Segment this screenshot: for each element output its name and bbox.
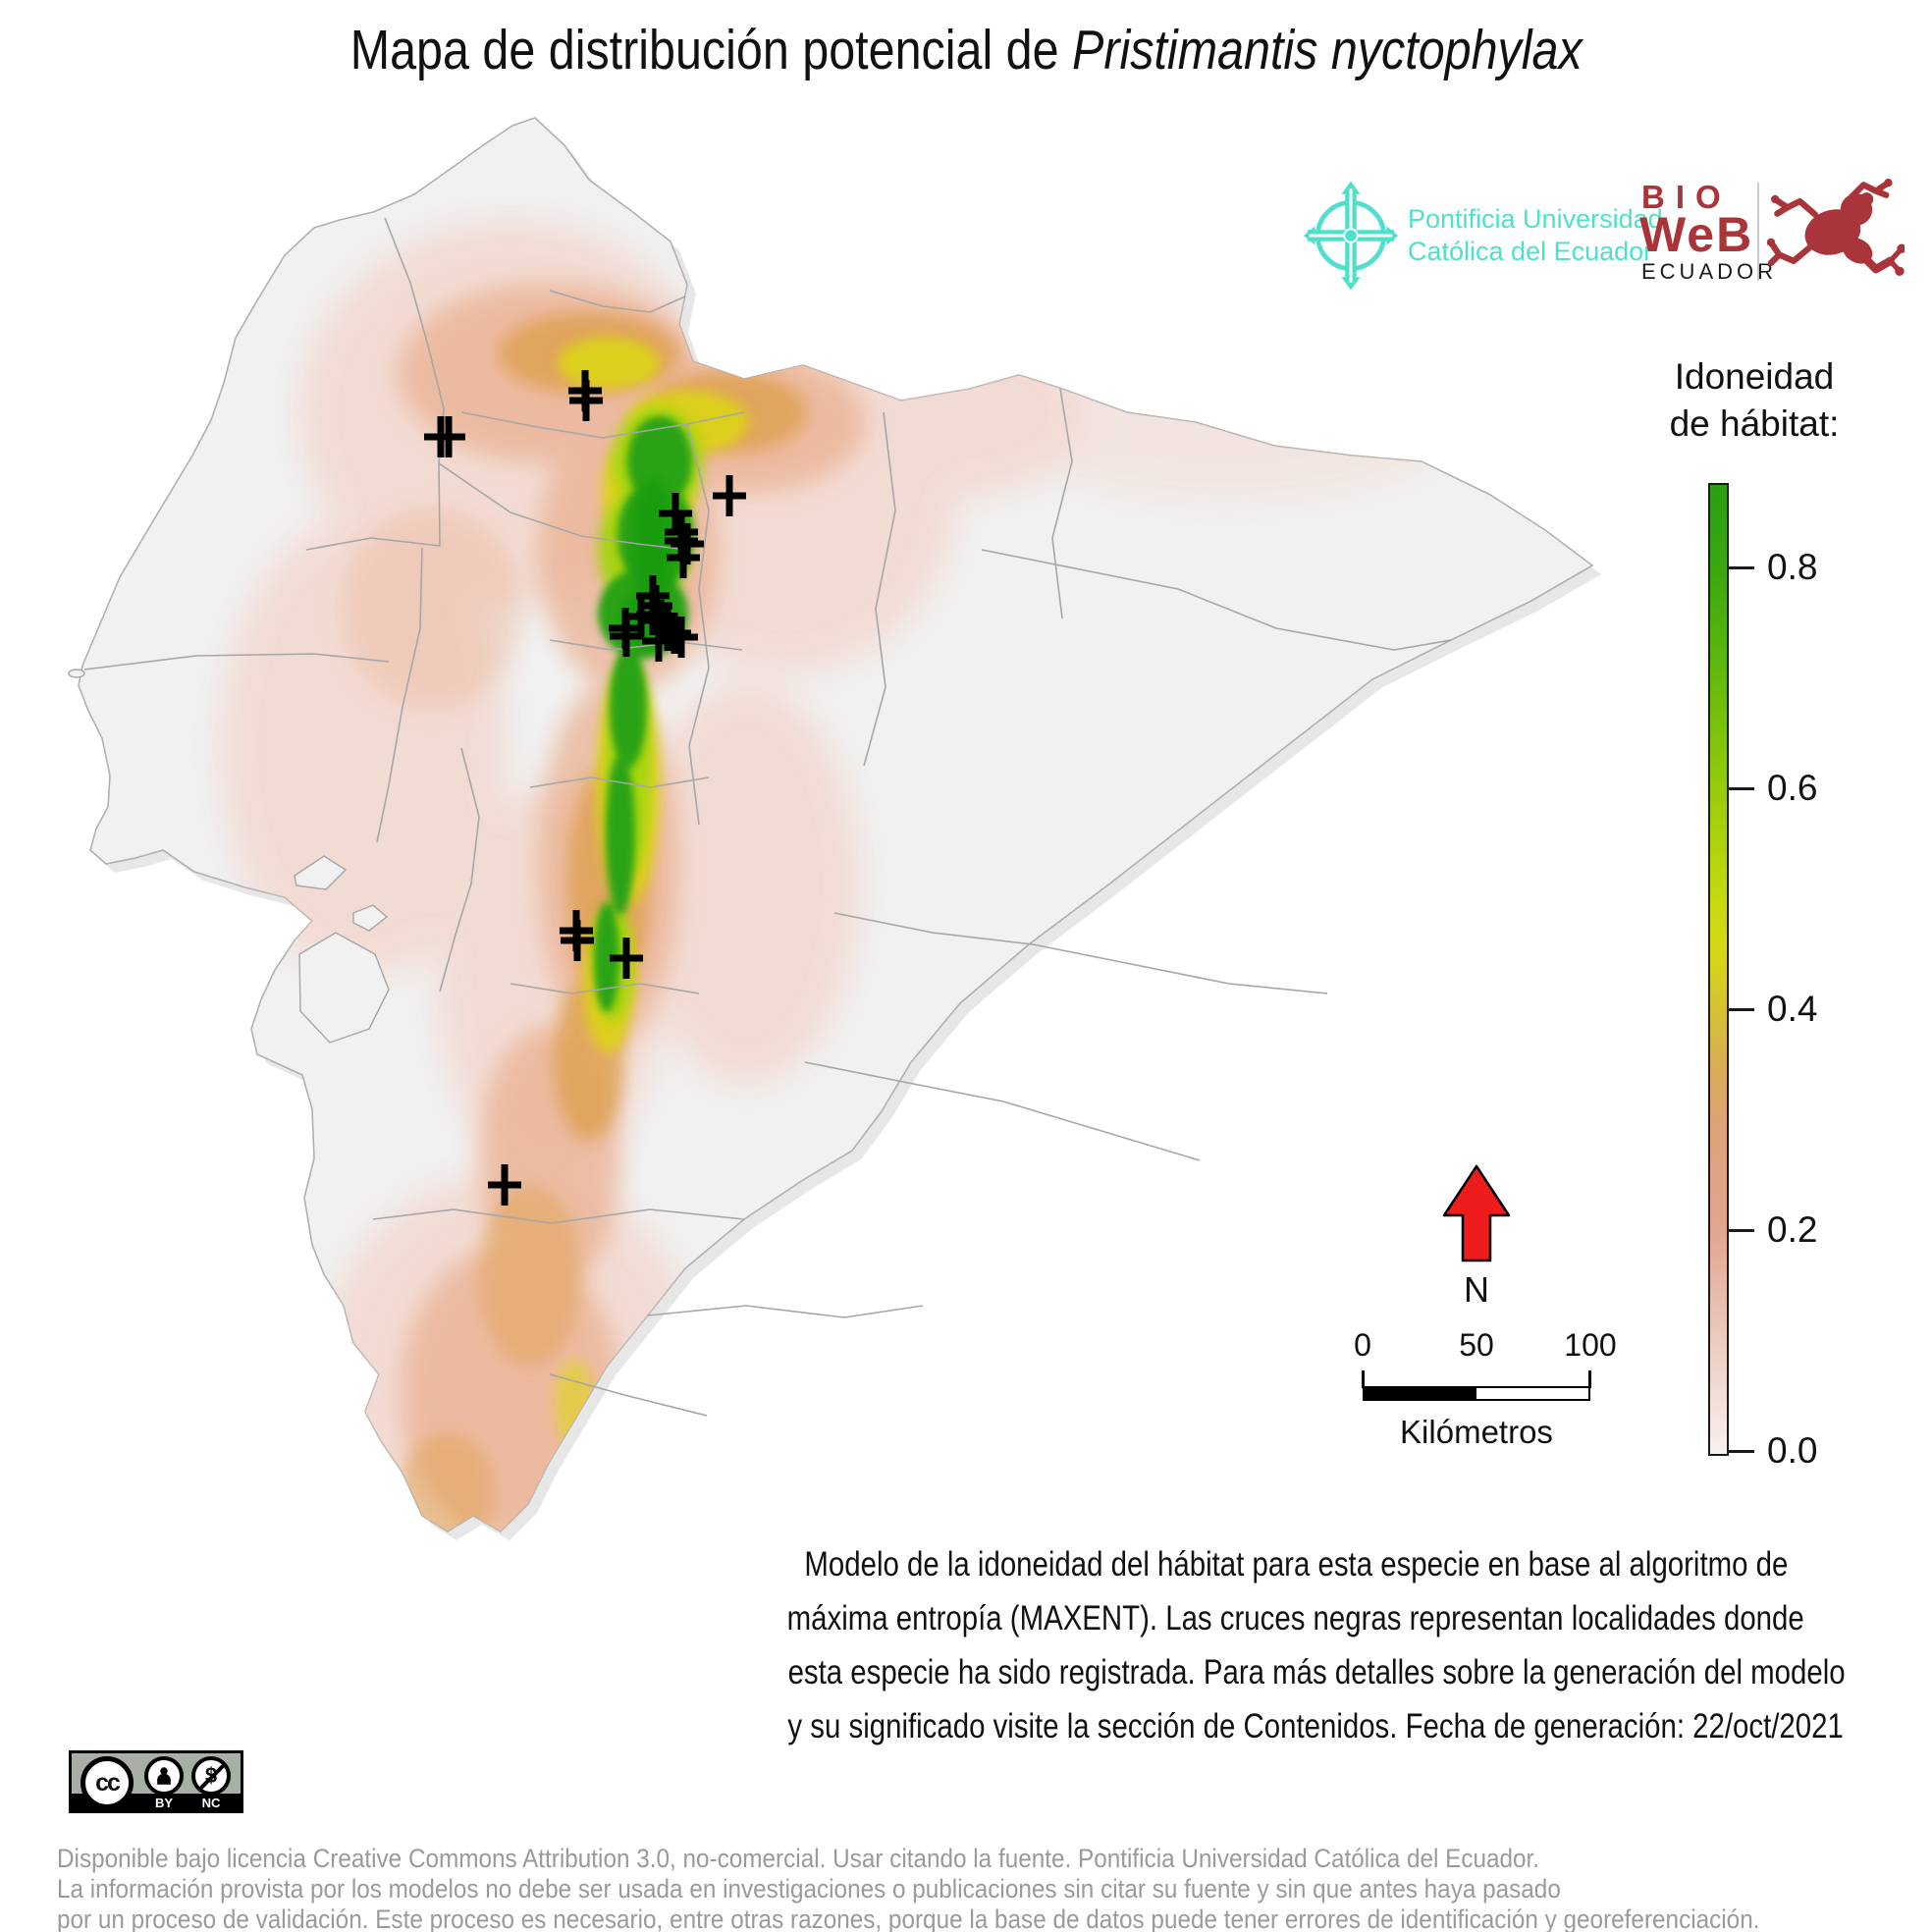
legend-tick-line [1729,787,1754,790]
province-borders [83,217,1452,1417]
scale-bar-track [1363,1386,1590,1401]
occurrence-cross [667,537,700,578]
legend-tick-label: 0.8 [1767,547,1818,587]
model-description: Modelo de la idoneidad del hábitat para … [687,1537,1905,1753]
puce-line2: Católica del Ecuador [1408,237,1653,266]
cc-icon: cc [80,1756,134,1809]
title-species-name: Pristimantis nyctophylax [1071,19,1583,81]
footer-line: por un proceso de validación. Este proce… [57,1905,1760,1932]
bioweb-divider [1757,183,1759,281]
occurrence-cross [642,620,675,662]
scale-end-tick-right [1588,1370,1591,1388]
scale-tick-100: 100 [1564,1327,1617,1363]
description-line: y su significado visite la sección de Co… [787,1707,1844,1745]
scale-end-tick-left [1362,1370,1365,1388]
occurrence-cross [713,475,746,516]
legend-tick-label: 0.4 [1767,989,1818,1029]
scale-tick-50: 50 [1459,1327,1494,1363]
bioweb-logo: BIO WeB ECUADOR [1637,179,1912,287]
north-arrow-icon [1442,1164,1511,1262]
gulf-islands [68,669,390,1044]
page-title: Mapa de distribución potencial de Pristi… [0,18,1932,82]
legend-tick-line [1729,1450,1754,1453]
legend-tick-line [1729,566,1754,569]
legend-title-line1: Idoneidad [1674,356,1835,397]
occurrence-cross [432,416,465,457]
license-footer: Disponible bajo licencia Creative Common… [57,1844,1932,1932]
legend-gradient-bar [1708,483,1729,1456]
description-line: esta especie ha sido registrada. Para má… [787,1653,1846,1691]
puce-line1: Pontificia Universidad [1408,204,1663,234]
frog-icon [1767,179,1905,276]
legend-tick-label: 0.0 [1767,1430,1818,1471]
puce-logo-text: Pontificia Universidad Católica del Ecua… [1408,203,1663,268]
bioweb-web-text: WeB [1639,207,1754,262]
legend-tick-line [1729,1008,1754,1011]
legend-title: Idoneidad de hábitat: [1641,353,1867,448]
footer-line: La información provista por los modelos … [57,1874,1561,1904]
occurrence-cross [569,380,603,421]
suitability-raster [221,221,1468,1531]
description-line: máxima entropía (MAXENT). Las cruces neg… [786,1599,1805,1637]
scale-tick-0: 0 [1354,1327,1371,1363]
scale-bar: 0 50 100 Kilómetros [1343,1327,1617,1455]
occurrence-cross [488,1164,521,1206]
legend-tick-label: 0.6 [1767,768,1818,808]
occurrence-cross [610,616,643,657]
puce-compass-icon [1304,181,1398,291]
scale-unit-label: Kilómetros [1400,1414,1553,1450]
occurrence-cross [658,613,691,654]
description-line: Modelo de la idoneidad del hábitat para … [804,1545,1788,1583]
occurrence-cross [610,938,643,979]
footer-line: Disponible bajo licencia Creative Common… [57,1844,1540,1873]
scale-bar-filled-half [1365,1388,1476,1399]
bioweb-ecuador-text: ECUADOR [1641,259,1778,284]
cc-by-label: BY [154,1796,174,1810]
legend-tick-label: 0.2 [1767,1209,1818,1250]
title-prefix: Mapa de distribución potencial de [349,19,1072,81]
cc-nc-label: NC [201,1796,221,1810]
occurrence-cross [659,493,692,534]
north-arrow: N [1435,1164,1518,1311]
north-label: N [1464,1269,1489,1310]
puce-logo: Pontificia Universidad Católica del Ecua… [1304,179,1663,293]
legend-tick-line [1729,1229,1754,1232]
occurrence-cross [665,617,698,658]
legend-title-line2: de hábitat: [1669,403,1840,444]
occurrence-crosses [424,370,746,1206]
occurrence-cross [561,920,594,961]
cc-by-person-icon [144,1756,184,1796]
bioweb-bio-text: BIO [1641,179,1732,215]
cc-license-badge: cc $ BY NC [69,1750,243,1813]
cc-nc-icon: $ [191,1756,231,1796]
